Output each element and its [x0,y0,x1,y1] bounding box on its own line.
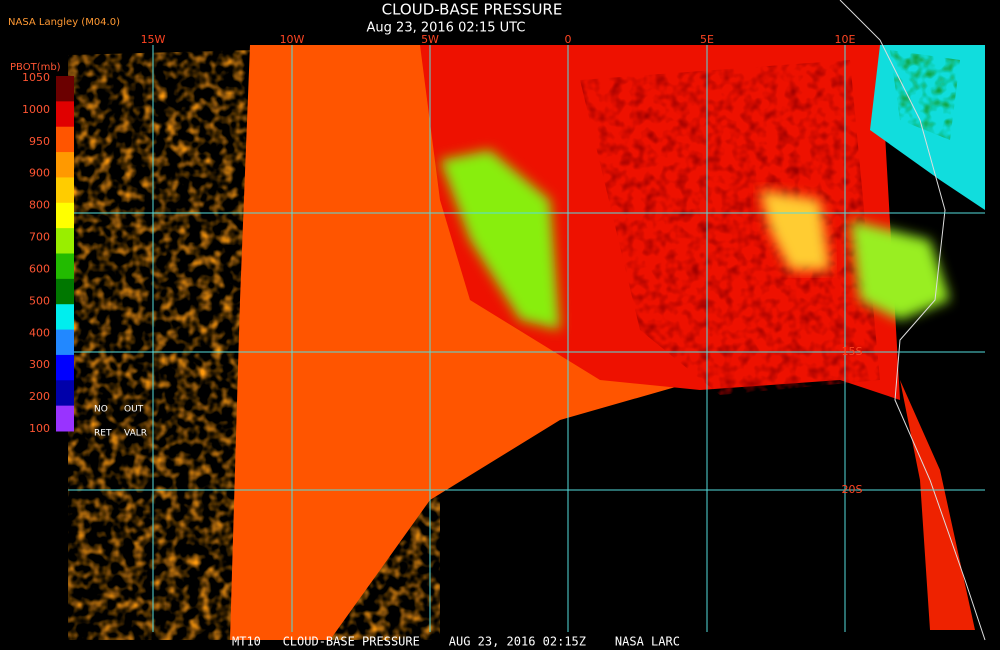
legend-label: 950 [29,135,50,148]
legend-swatch [56,101,74,128]
longitude-label: 15W [141,33,166,46]
legend-label: 1050 [22,71,50,84]
source: NASA Langley (M04.0) [8,17,120,28]
legend-label: 400 [29,326,50,339]
legend-swatch [56,380,74,407]
legend-swatch [56,329,74,356]
legend-label: 100 [29,422,50,435]
legend-swatch [56,354,74,381]
legend-label: 500 [29,294,50,307]
legend-label: 1000 [22,103,50,116]
legend-swatch [56,228,74,254]
yellow-blob [760,190,830,270]
legend-label: 900 [29,167,50,180]
legend-label: 200 [29,390,50,403]
legend-swatch [56,304,74,331]
legend-note: OUT [124,405,144,415]
legend-swatch [56,202,74,229]
legend-note: VALR [124,429,147,439]
legend-label: 700 [29,231,50,244]
dark-red-cloud [580,60,880,395]
legend-note: NO [94,405,108,415]
longitude-label: 0 [565,33,572,46]
green-blob-2 [850,220,950,320]
longitude-label: 10E [835,33,856,46]
longitude-label: 10W [280,33,305,46]
title: CLOUD-BASE PRESSURE [382,1,563,19]
imagery [68,0,986,641]
latitude-label: 15S [842,345,863,358]
legend-label: 300 [29,358,50,371]
legend-label: 600 [29,262,50,275]
legend-swatch [56,152,74,178]
legend-swatch [56,177,74,204]
legend-note: RET [94,429,112,439]
legend-swatch [56,405,74,432]
longitude-label: 5E [700,33,714,46]
legend-title: PBOT(mb) [10,62,61,73]
legend-swatch [56,126,74,153]
footer: MT10 CLOUD-BASE PRESSURE AUG 23, 2016 02… [232,635,680,649]
longitude-label: 5W [421,33,439,46]
legend-swatch [56,278,74,305]
green-blob [440,150,560,330]
latitude-label: 20S [842,483,863,496]
green-cloud [890,50,960,140]
coastal-cloud [900,380,975,630]
legend-swatch [56,253,74,280]
legend-label: 800 [29,199,50,212]
coastline [839,0,986,641]
legend-swatch [56,76,74,102]
timestamp: Aug 23, 2016 02:15 UTC [367,21,526,36]
